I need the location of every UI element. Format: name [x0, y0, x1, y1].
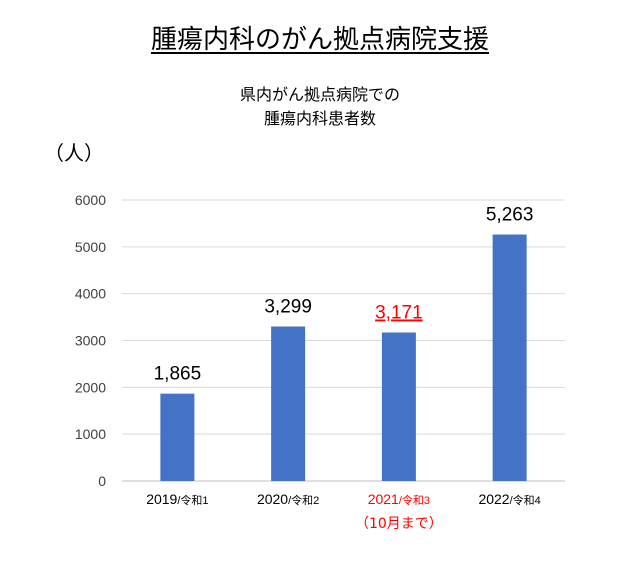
y-axis-unit-label: （人）	[44, 141, 104, 165]
chart-subtitle-line1: 県内がん拠点病院での	[239, 85, 400, 104]
x-tick-label: 2020/令和2	[257, 491, 319, 507]
bar	[271, 326, 306, 481]
x-tick-note: （10月まで）	[355, 516, 443, 532]
chart-subtitle: 県内がん拠点病院での 腫瘍内科患者数	[0, 83, 640, 131]
y-tick-label: 2000	[75, 379, 106, 395]
bar	[492, 234, 527, 481]
x-tick-label: 2021/令和3	[368, 491, 430, 507]
data-label: 3,299	[264, 296, 312, 317]
bar	[160, 393, 195, 481]
x-tick-label: 2019/令和1	[146, 491, 208, 507]
data-label: 3,171	[375, 302, 423, 323]
y-tick-label: 5000	[75, 239, 106, 255]
y-tick-label: 4000	[75, 286, 106, 302]
page-title: 腫瘍内科のがん拠点病院支援	[0, 24, 640, 56]
bar	[381, 332, 416, 481]
y-tick-label: 6000	[75, 192, 106, 208]
y-tick-label: 0	[98, 473, 106, 489]
data-label: 5,263	[486, 205, 534, 226]
y-tick-label: 3000	[75, 333, 106, 349]
data-label: 1,865	[154, 364, 202, 385]
chart-subtitle-line2: 腫瘍内科患者数	[263, 109, 376, 128]
page-title-text: 腫瘍内科のがん拠点病院支援	[150, 25, 489, 55]
y-tick-label: 1000	[75, 426, 106, 442]
x-tick-label: 2022/令和4	[478, 491, 540, 507]
